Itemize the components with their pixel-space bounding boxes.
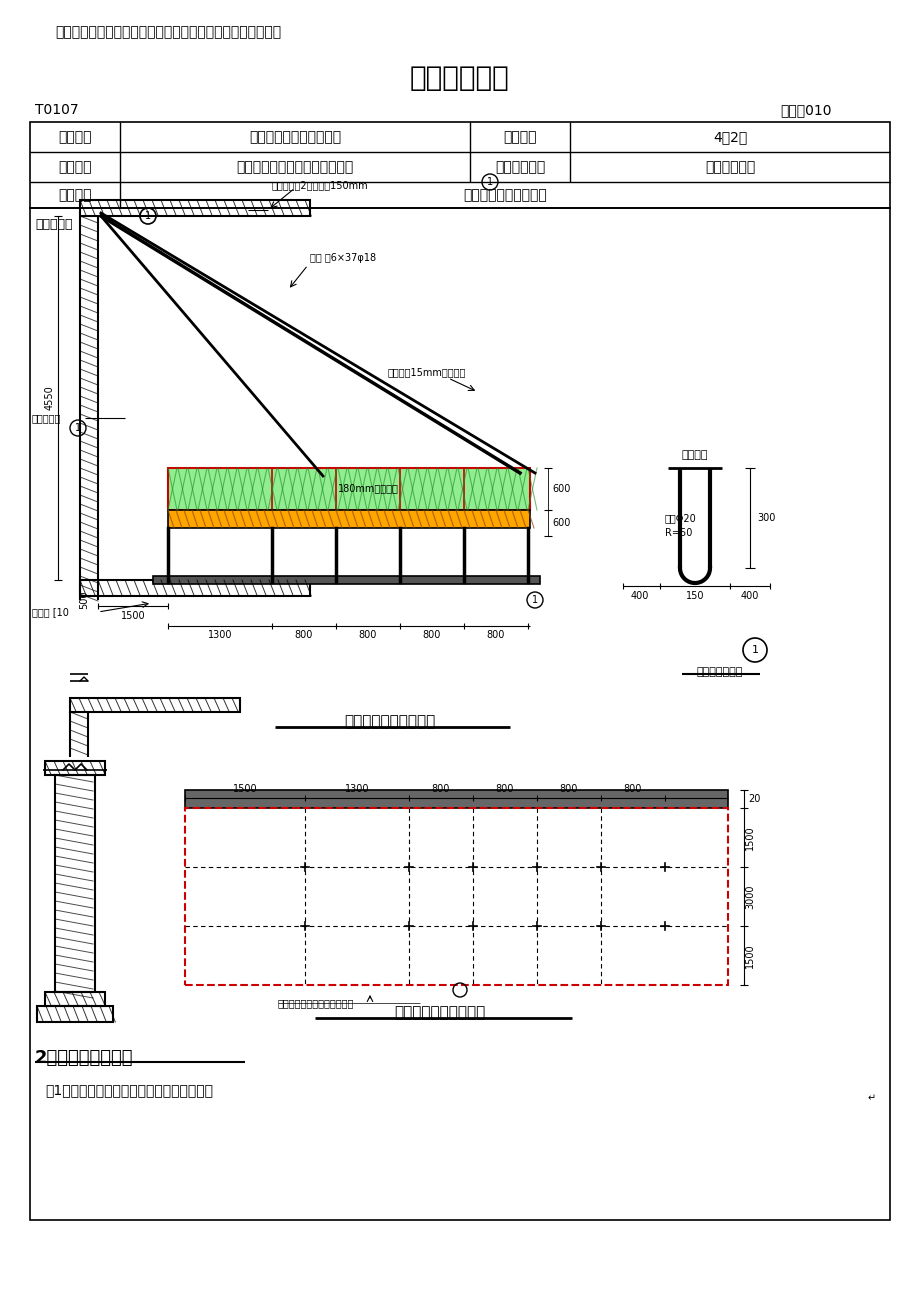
- Text: 500: 500: [79, 591, 89, 609]
- Text: 交底日期: 交底日期: [503, 130, 536, 145]
- Bar: [30, 122, 889, 208]
- Text: 钢板刷或15mm木胶合板: 钢板刷或15mm木胶合板: [388, 367, 466, 378]
- Text: 800: 800: [486, 630, 505, 641]
- Text: 上层柱构对应位置置楼模钢板: 上层柱构对应位置置楼模钢板: [278, 999, 354, 1008]
- Text: 1500: 1500: [120, 611, 145, 621]
- Bar: [37, 1006, 113, 1022]
- Text: 800: 800: [358, 630, 377, 641]
- Text: 4550: 4550: [45, 385, 55, 410]
- Bar: [168, 510, 529, 529]
- Text: ↵: ↵: [867, 1092, 875, 1103]
- Text: 1500: 1500: [744, 943, 754, 967]
- Text: 江西建工第一建筑有限责任企业: 江西建工第一建筑有限责任企业: [236, 160, 353, 174]
- Text: 1300: 1300: [345, 784, 369, 794]
- Text: 600: 600: [551, 484, 570, 493]
- Bar: [168, 467, 529, 510]
- Bar: [80, 201, 310, 216]
- Text: 800: 800: [423, 630, 441, 641]
- Bar: [30, 208, 889, 1220]
- Text: 1500: 1500: [233, 784, 257, 794]
- Text: 180mm钢筋间距: 180mm钢筋间距: [337, 483, 399, 493]
- Text: 800: 800: [431, 784, 449, 794]
- Text: T0107: T0107: [35, 103, 78, 117]
- Text: 3000: 3000: [744, 884, 754, 909]
- Text: 300: 300: [756, 513, 775, 523]
- Text: 本表由施工单位填写，交底单位与接受交底单位各保留一份。: 本表由施工单位填写，交底单位与接受交底单位各保留一份。: [55, 25, 281, 39]
- Text: 技术交底记录: 技术交底记录: [410, 64, 509, 92]
- Text: 1: 1: [486, 177, 493, 187]
- Text: 400: 400: [740, 591, 758, 602]
- Text: 国贸天琴湾（西区）工程: 国贸天琴湾（西区）工程: [249, 130, 341, 145]
- Text: 交底提纲: 交底提纲: [58, 187, 92, 202]
- Text: 限位件 [10: 限位件 [10: [32, 607, 69, 617]
- Text: 卸料平台侧面图: 卸料平台侧面图: [696, 667, 743, 677]
- Text: 卸料平台施工技术交底: 卸料平台施工技术交底: [462, 187, 546, 202]
- Text: 1300: 1300: [208, 630, 232, 641]
- Text: 编号：010: 编号：010: [779, 103, 831, 117]
- Text: 600: 600: [551, 518, 570, 529]
- Text: 交底内容：: 交底内容：: [35, 217, 73, 230]
- Text: 2、卸料平台的制作: 2、卸料平台的制作: [35, 1049, 133, 1068]
- Bar: [185, 809, 727, 986]
- Bar: [80, 579, 310, 596]
- Text: 预埋钢筋栋2个，间距150mm: 预埋钢筋栋2个，间距150mm: [272, 180, 369, 190]
- Text: 悬挑式卸料平台平面图: 悬挑式卸料平台平面图: [394, 1005, 485, 1021]
- Text: 20: 20: [747, 794, 759, 805]
- Bar: [70, 698, 240, 712]
- Text: 4月2日: 4月2日: [712, 130, 746, 145]
- Text: 钢丝 绳6×37φ18: 钢丝 绳6×37φ18: [310, 253, 376, 263]
- Bar: [55, 775, 95, 992]
- Text: 1: 1: [74, 423, 81, 434]
- Text: 800: 800: [495, 784, 514, 794]
- Text: 1: 1: [751, 644, 757, 655]
- Text: （1）卸料平台的制作应由专业电焊工进行。: （1）卸料平台的制作应由专业电焊工进行。: [45, 1083, 213, 1098]
- Bar: [45, 992, 105, 1006]
- Text: 1: 1: [145, 211, 151, 221]
- Bar: [185, 790, 727, 809]
- Bar: [45, 760, 105, 775]
- Text: 砌筑工程施工: 砌筑工程施工: [704, 160, 754, 174]
- Text: 施工单位: 施工单位: [58, 160, 92, 174]
- Text: 吊环详图: 吊环详图: [681, 450, 708, 460]
- Text: R=50: R=50: [664, 529, 692, 538]
- Text: 1: 1: [531, 595, 538, 605]
- Text: 800: 800: [559, 784, 577, 794]
- Text: 1500: 1500: [744, 825, 754, 850]
- Text: 400: 400: [630, 591, 649, 602]
- Text: 一级Φ20: 一级Φ20: [664, 513, 696, 523]
- Text: 800: 800: [623, 784, 641, 794]
- Text: 悬挑式卸料平台侧面图: 悬挑式卸料平台侧面图: [344, 715, 436, 729]
- Text: 150: 150: [685, 591, 703, 602]
- Text: 预埋钢筋栋: 预埋钢筋栋: [32, 413, 62, 423]
- Text: 800: 800: [294, 630, 312, 641]
- Bar: [153, 575, 539, 585]
- Text: 工程名称: 工程名称: [58, 130, 92, 145]
- Text: 分项工程名称: 分项工程名称: [494, 160, 545, 174]
